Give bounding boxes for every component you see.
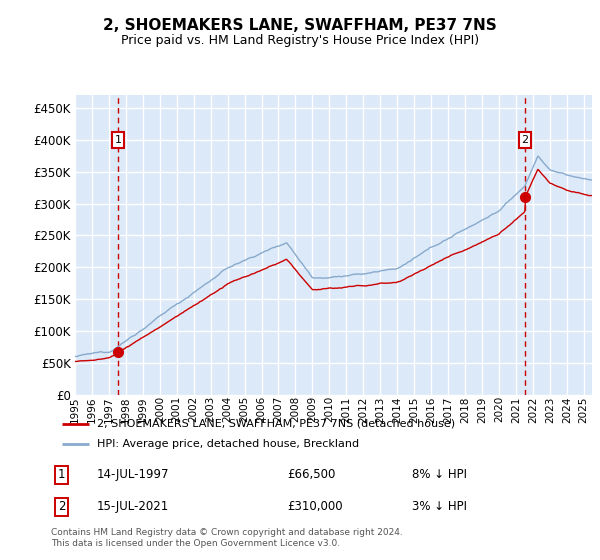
Text: £310,000: £310,000 <box>287 500 343 514</box>
Text: HPI: Average price, detached house, Breckland: HPI: Average price, detached house, Brec… <box>97 439 359 449</box>
Text: Contains HM Land Registry data © Crown copyright and database right 2024.
This d: Contains HM Land Registry data © Crown c… <box>51 528 403 548</box>
Text: £66,500: £66,500 <box>287 468 335 481</box>
Text: 2, SHOEMAKERS LANE, SWAFFHAM, PE37 7NS: 2, SHOEMAKERS LANE, SWAFFHAM, PE37 7NS <box>103 18 497 33</box>
Text: 8% ↓ HPI: 8% ↓ HPI <box>412 468 467 481</box>
Text: 1: 1 <box>58 468 65 481</box>
Text: 14-JUL-1997: 14-JUL-1997 <box>97 468 169 481</box>
Text: 15-JUL-2021: 15-JUL-2021 <box>97 500 169 514</box>
Text: 2: 2 <box>521 135 529 145</box>
Text: 2, SHOEMAKERS LANE, SWAFFHAM, PE37 7NS (detached house): 2, SHOEMAKERS LANE, SWAFFHAM, PE37 7NS (… <box>97 419 455 429</box>
Text: 1: 1 <box>115 135 122 145</box>
Text: 2: 2 <box>58 500 65 514</box>
Text: 3% ↓ HPI: 3% ↓ HPI <box>412 500 467 514</box>
Text: Price paid vs. HM Land Registry's House Price Index (HPI): Price paid vs. HM Land Registry's House … <box>121 34 479 48</box>
